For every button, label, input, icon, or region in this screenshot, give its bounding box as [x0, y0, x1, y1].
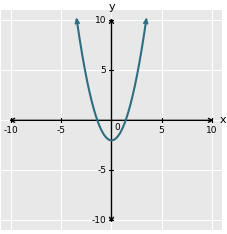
Text: 0: 0	[114, 123, 120, 132]
Text: y: y	[108, 2, 114, 12]
Text: -5: -5	[97, 166, 106, 175]
Text: 5: 5	[158, 126, 164, 135]
Text: 10: 10	[95, 16, 106, 25]
Text: 5: 5	[100, 66, 106, 75]
Text: -10: -10	[4, 126, 19, 135]
Text: 10: 10	[205, 126, 216, 135]
Text: -5: -5	[57, 126, 66, 135]
Text: -10: -10	[91, 216, 106, 225]
Text: x: x	[219, 115, 225, 125]
